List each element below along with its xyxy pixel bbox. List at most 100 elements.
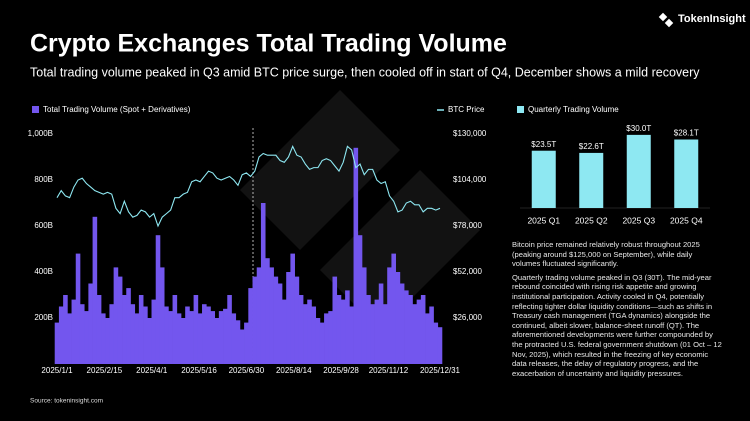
volume-bar (202, 304, 207, 364)
volume-bar (420, 295, 426, 364)
volume-bar (101, 313, 106, 364)
volume-bar (370, 304, 375, 364)
note-paragraph: Quarterly trading volume peaked in Q3 (3… (512, 272, 722, 378)
volume-bar (336, 295, 342, 364)
note-paragraph: Bitcoin price remained relatively robust… (512, 240, 700, 269)
x-tick-label: 2025 Q2 (575, 215, 608, 225)
volume-bar (84, 311, 89, 364)
legend-swatch (32, 106, 39, 113)
volume-bar (277, 283, 283, 364)
volume-bar (227, 295, 232, 364)
volume-bar (404, 290, 409, 364)
page-subtitle: Total trading volume peaked in Q3 amid B… (30, 65, 700, 79)
value-label: $22.6T (579, 142, 604, 151)
volume-bar (345, 290, 350, 364)
volume-bar (311, 306, 317, 364)
volume-bar (197, 313, 203, 364)
volume-bar (425, 313, 430, 364)
volume-bar (408, 295, 413, 364)
volume-bar (168, 311, 173, 364)
volume-bar (71, 299, 77, 364)
brand-logo (658, 12, 674, 28)
volume-bar (193, 295, 199, 364)
y-tick-label: 800B (34, 175, 53, 184)
volume-bar (151, 299, 157, 364)
quarter-bar (579, 152, 604, 208)
volume-bar (235, 320, 241, 364)
volume-bar (172, 295, 178, 364)
volume-bar (357, 235, 363, 364)
volume-bar (378, 283, 384, 364)
volume-bar (54, 322, 60, 364)
volume-bar (260, 203, 266, 364)
logo-square (664, 18, 674, 28)
volume-bar (88, 283, 93, 364)
volume-bar (252, 276, 258, 364)
volume-bar (138, 295, 144, 364)
volume-bar (391, 253, 396, 364)
volume-bar (147, 318, 152, 364)
volume-bar (298, 295, 304, 364)
volume-bar (109, 304, 115, 364)
volume-bar (126, 288, 131, 364)
price-line (56, 145, 441, 228)
logo-square (658, 12, 668, 22)
y2-tick-label: $130,000 (453, 129, 487, 138)
volume-bar (319, 322, 325, 364)
volume-bar (361, 267, 367, 364)
volume-bar (256, 267, 262, 364)
volume-bar (349, 306, 354, 364)
volume-bar (143, 306, 148, 364)
volume-bar (117, 276, 123, 364)
quarter-bar (626, 134, 651, 208)
volume-bar (294, 276, 300, 364)
volume-bar (353, 147, 359, 364)
volume-bar (67, 313, 72, 364)
volume-bar (63, 295, 68, 364)
volume-bar (286, 272, 291, 364)
volume-bar (366, 295, 371, 364)
volume-bar (134, 313, 140, 364)
volume-bar (218, 311, 224, 364)
x-tick-label: 2025/11/12 (369, 366, 409, 375)
legend-label: BTC Price (448, 105, 485, 114)
volume-bar (130, 304, 136, 364)
volume-bar (399, 283, 405, 364)
x-tick-label: 2025/1/1 (41, 366, 73, 375)
legend-label: Quarterly Trading Volume (528, 105, 619, 114)
volume-bar (231, 313, 237, 364)
volume-bar (248, 288, 253, 364)
y-tick-label: 1,000B (28, 129, 53, 138)
volume-bar (92, 216, 98, 364)
volume-bar (155, 235, 161, 364)
quarter-bar (674, 139, 699, 208)
volume-bar (176, 313, 182, 364)
y-tick-label: 600B (34, 221, 53, 230)
y-tick-label: 200B (34, 313, 53, 322)
volume-bar (265, 258, 270, 364)
volume-bar (239, 329, 245, 364)
volume-bar (79, 304, 85, 364)
volume-bar (303, 304, 308, 364)
volume-bar (290, 253, 295, 364)
y2-tick-label: $52,000 (453, 267, 482, 276)
value-label: $23.5T (531, 140, 556, 149)
x-tick-label: 2025/5/16 (181, 366, 217, 375)
y2-tick-label: $26,000 (453, 313, 482, 322)
volume-bar (395, 272, 401, 364)
volume-bar (382, 304, 388, 364)
source: Source: tokeninsight.com (30, 398, 103, 405)
volume-bar (58, 306, 64, 364)
volume-bar (164, 306, 169, 364)
x-tick-label: 2025/9/28 (323, 366, 359, 375)
volume-bar (328, 311, 333, 364)
volume-bar (307, 299, 312, 364)
x-tick-label: 2025/4/1 (136, 366, 168, 375)
volume-bar (387, 267, 392, 364)
volume-bar (96, 295, 102, 364)
notes: Bitcoin price remained relatively robust… (512, 240, 722, 382)
x-tick-label: 2025/12/31 (420, 366, 461, 375)
page-title: Crypto Exchanges Total Trading Volume (30, 30, 507, 58)
volume-bar (122, 295, 127, 364)
